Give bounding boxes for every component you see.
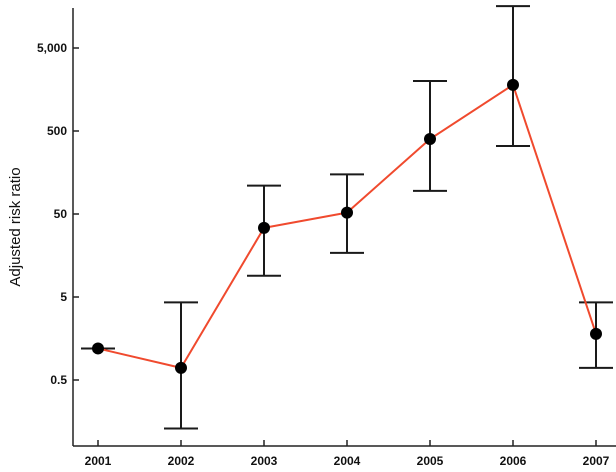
y-tick-label: 50 [54,207,68,221]
y-tick-label: 5,000 [37,41,67,55]
y-axis-title: Adjusted risk ratio [7,167,24,286]
y-tick-label: 0.5 [50,373,67,387]
y-ticks: 0.5 5 50 500 5,000 [37,41,79,387]
y-tick-label: 500 [47,124,67,138]
data-point [92,342,104,355]
x-tick-label: 2006 [500,454,527,468]
data-point [258,221,270,234]
error-bars [81,5,613,430]
axes [72,8,616,447]
x-tick-label: 2005 [417,454,444,468]
data-point [507,78,519,91]
x-tick-label: 2004 [334,454,361,468]
data-point [341,206,353,219]
x-tick-label: 2001 [85,454,112,468]
markers [92,78,602,374]
data-point [175,361,187,374]
error-bar [496,5,530,147]
x-ticks: 2001 2002 2003 2004 2005 2006 2007 [85,440,610,468]
y-tick-label: 5 [60,290,67,304]
x-tick-label: 2007 [583,454,610,468]
data-point [424,133,436,146]
x-tick-label: 2003 [251,454,278,468]
data-point [590,327,602,340]
x-tick-label: 2002 [168,454,195,468]
